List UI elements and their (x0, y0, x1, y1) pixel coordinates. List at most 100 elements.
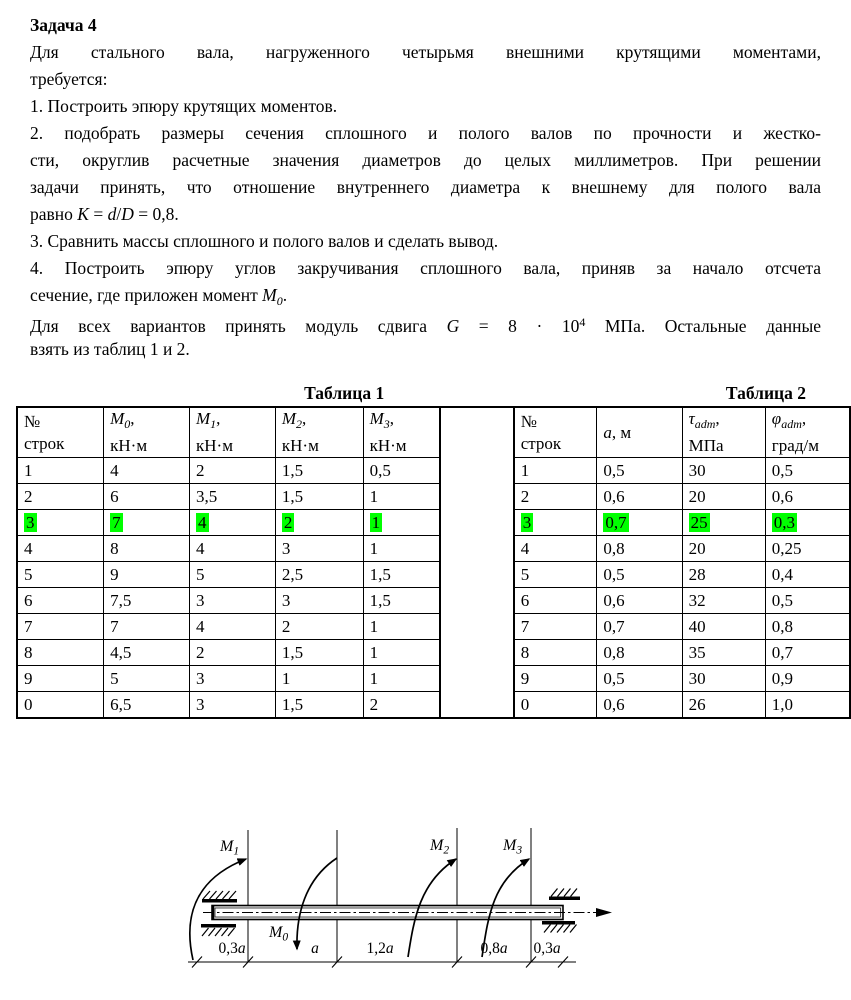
axis-arrow (596, 908, 612, 917)
moment-arrow-m3 (481, 858, 531, 958)
table-cell: 6 (16, 587, 105, 614)
highlighted-value: 2 (281, 512, 295, 532)
text-run: строк (520, 433, 562, 453)
table-cell: 0 (513, 691, 598, 719)
text-run: adm (694, 417, 716, 431)
table-cell: 2,5 (274, 561, 364, 588)
table-cell: 0,6 (596, 587, 683, 614)
text-run: МПа. Остальные данные (585, 316, 822, 336)
text-run: K (77, 204, 89, 224)
text-run: , (389, 409, 395, 428)
highlighted-value: 4 (196, 512, 209, 532)
table-cell: 2 (189, 457, 276, 484)
table-cell: 7 (103, 509, 190, 536)
hatch-lines (201, 927, 235, 937)
text-line: 4. Построить эпюру углов закручивания сп… (30, 255, 821, 282)
table-cell: 0,6 (596, 691, 683, 719)
table-cell: 35 (681, 639, 766, 666)
hatch-lines (202, 890, 237, 900)
text-run: 0 (276, 294, 283, 308)
table-row: 2 0,6 20 0,6 (513, 483, 851, 510)
table-spacer-cell (441, 406, 513, 719)
text-line: равно K = d/D = 0,8. (30, 201, 821, 228)
column-header: M0, кН·м (103, 406, 190, 458)
text-run: M (369, 409, 384, 428)
table1: № строк M0, кН·м M1, кН·м M2, кН·м M3, кН·м 1 4 2 1,5… (16, 406, 442, 719)
table-cell: 30 (681, 665, 766, 692)
section-lines (247, 828, 532, 962)
right-support (542, 888, 580, 933)
text-run: / (116, 204, 122, 224)
table-cell: 1 (362, 613, 441, 640)
text-run: строк (24, 433, 65, 453)
table-cell: 5 (513, 561, 598, 588)
column-header: M3, кН·м (362, 406, 441, 458)
table-cell: 6 (103, 483, 190, 510)
table-cell: 4 (189, 509, 276, 536)
text-run: 4. Построить эпюру углов закручивания сп… (30, 258, 821, 278)
table-row: 7 0,7 40 0,8 (513, 613, 851, 640)
moment-label-m2: M2 (429, 837, 449, 857)
table-cell: 0,7 (764, 639, 851, 666)
text-line: 1. Построить эпюру крутящих моментов. (30, 93, 821, 120)
highlighted-value: 3 (520, 512, 534, 532)
text-run: Для всех вариантов принять модуль сдвига (30, 316, 447, 336)
text-run: 3 (383, 417, 390, 431)
problem-title: Задача 4 (30, 15, 97, 35)
table-cell: 0,5 (596, 561, 683, 588)
table-cell: 9 (16, 665, 105, 692)
table-row: 6 7,5 3 3 1,5 (16, 587, 441, 614)
text-run: 0 (124, 417, 131, 431)
table-row: 5 0,5 28 0,4 (513, 561, 851, 588)
text-run: a (603, 422, 612, 442)
table-cell: 2 (16, 483, 105, 510)
dim-label-2: a (311, 940, 319, 957)
text-run: M (262, 285, 277, 305)
highlighted-value: 25 (688, 512, 710, 532)
text-run: . (282, 285, 288, 305)
table-cell: 2 (362, 691, 441, 719)
table-row: 2 6 3,5 1,5 1 (16, 483, 441, 510)
table-cell: 1 (362, 665, 441, 692)
text-run: № (24, 411, 41, 431)
table1-caption: Таблица 1 (304, 383, 385, 403)
table-cell: 6,5 (103, 691, 190, 719)
table-cell: 3 (16, 509, 105, 536)
table-cell: 1,5 (362, 561, 441, 588)
highlighted-value: 7 (110, 512, 123, 532)
moment-label-m0: M0 (268, 924, 288, 944)
column-header: № строк (513, 406, 598, 458)
table-cell: 1 (362, 639, 441, 666)
table-cell: 0,9 (764, 665, 851, 692)
table-cell: 2 (189, 639, 276, 666)
text-line: взять из таблиц 1 и 2. (30, 336, 821, 363)
text-run: взять из таблиц 1 и 2. (30, 339, 190, 359)
moment-arrow-m2 (407, 858, 458, 958)
table-cell: 8 (513, 639, 598, 666)
moment-arrow-m0 (292, 857, 338, 951)
table-cell: 1 (274, 665, 364, 692)
table-cell: 4 (513, 535, 598, 562)
table-cell: 3 (274, 535, 364, 562)
column-header: M2, кН·м (274, 406, 364, 458)
table-cell: 3 (189, 691, 276, 719)
table-cell: 20 (681, 483, 766, 510)
table-row: 1 0,5 30 0,5 (513, 457, 851, 484)
table-cell: 25 (681, 509, 766, 536)
table-cell: 8 (103, 535, 190, 562)
table-cell: 6 (513, 587, 598, 614)
table-cell: 4 (16, 535, 105, 562)
text-run: , (302, 409, 307, 428)
table-cell: 4 (103, 457, 190, 484)
shaft (203, 904, 612, 921)
table-cell: 8 (16, 639, 105, 666)
text-run: M (110, 409, 125, 428)
table-cell: 9 (513, 665, 598, 692)
text-run: сти, округлив расчетные значения диаметр… (30, 150, 821, 170)
text-line: Для стального вала, нагруженного четырьм… (30, 39, 821, 66)
text-run: = 8 · 10 (459, 316, 580, 336)
table-cell: 9 (103, 561, 190, 588)
dim-label-4: 0,8a (480, 940, 507, 957)
text-run: φ (771, 409, 782, 428)
